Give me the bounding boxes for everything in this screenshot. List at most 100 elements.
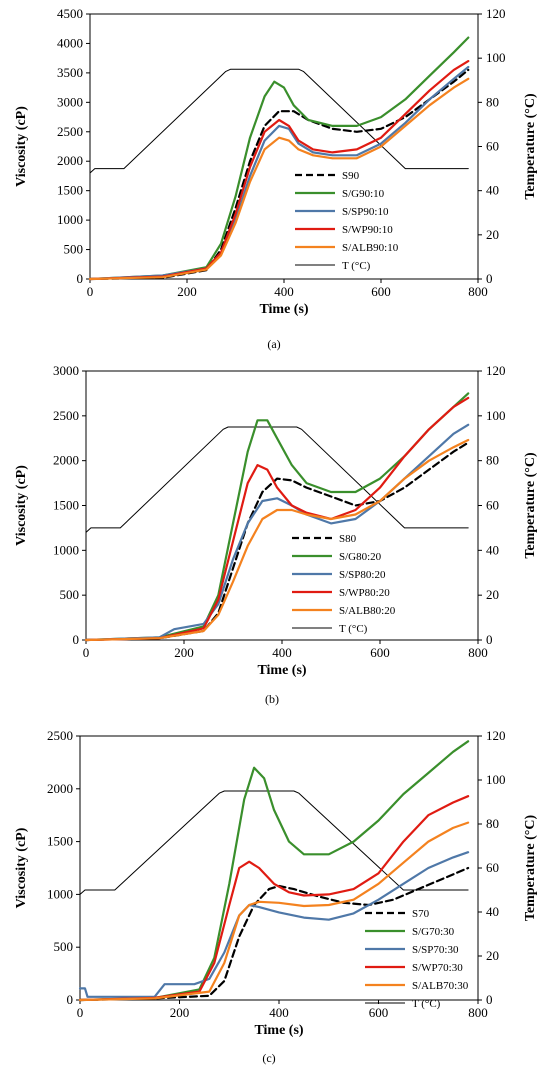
y-axis-label: Viscosity (cP) [14, 827, 29, 908]
legend-label: S/G80:20 [339, 551, 382, 563]
x-tick-label: 600 [369, 1005, 389, 1020]
chart-3: 0 200 400 600 800050010001500200025000204060… [14, 728, 538, 1065]
y2-tick-label: 100 [486, 50, 506, 65]
y2-tick-label: 80 [486, 94, 499, 109]
legend-label: S/SP90:10 [342, 206, 389, 218]
legend-label: S/WP90:10 [342, 224, 393, 236]
y-tick-label: 1000 [57, 212, 83, 227]
y2-tick-label: 0 [486, 271, 493, 286]
legend-label: S/WP80:20 [339, 587, 390, 599]
series-line-s-g80-20 [84, 392, 470, 642]
y-tick-label: 1500 [47, 834, 73, 849]
x-tick-label: 600 [370, 645, 390, 660]
series-line-s-sp80-20 [84, 423, 470, 642]
y-tick-label: 3000 [57, 94, 83, 109]
y2-tick-label: 20 [486, 948, 499, 963]
panel-label: (a) [267, 337, 280, 351]
y-tick-label: 2500 [57, 124, 83, 139]
series-line-t-c [89, 68, 469, 174]
legend-label: T (°C) [412, 998, 441, 1010]
legend-label: S90 [342, 170, 360, 182]
plot-frame [89, 13, 479, 280]
y2-tick-label: 120 [486, 728, 506, 743]
y-tick-label: 4000 [57, 35, 83, 50]
y-tick-label: 0 [73, 632, 80, 647]
y-tick-label: 3500 [57, 65, 83, 80]
x-axis-label: Time (s) [257, 663, 306, 678]
series-line-s70 [78, 866, 470, 1002]
series-line-s-g70-30 [78, 740, 470, 1002]
y2-axis-label: Temperature (°C) [523, 452, 538, 559]
series-line-s-wp80-20 [84, 396, 470, 642]
y2-tick-label: 40 [486, 904, 499, 919]
y-tick-label: 1500 [53, 498, 79, 513]
legend-label: S/G90:10 [342, 188, 385, 200]
chart-2: 0 200 400 600 800050010001500200025003000020… [14, 363, 538, 706]
y-tick-label: 1000 [53, 542, 79, 557]
y-tick-label: 2500 [53, 408, 79, 423]
legend-label: S/WP70:30 [412, 962, 463, 974]
y-axis-label: Viscosity (cP) [14, 106, 29, 187]
legend-label: S80 [339, 533, 357, 545]
y-tick-label: 2000 [53, 453, 79, 468]
series-line-s-alb70-30 [78, 821, 470, 1002]
y-tick-label: 1500 [57, 183, 83, 198]
x-tick-label: 0 [83, 645, 90, 660]
y2-tick-label: 0 [486, 632, 493, 647]
series-line-s-alb90-10 [88, 77, 470, 281]
x-tick-label: 200 [174, 645, 194, 660]
x-tick-label: 400 [272, 645, 292, 660]
y-tick-label: 2000 [47, 781, 73, 796]
series-line-s-wp90-10 [88, 59, 470, 281]
plot-frame [85, 370, 479, 641]
y2-tick-label: 0 [486, 992, 493, 1007]
chart-1: 0 200 400 600 800050010001500200025003000350… [14, 6, 538, 351]
y2-axis-label: Temperature (°C) [523, 93, 538, 200]
series-line-s-sp90-10 [88, 65, 470, 281]
x-tick-label: 800 [468, 1005, 488, 1020]
series-line-s-wp70-30 [78, 795, 470, 1002]
legend-label: T (°C) [342, 260, 371, 272]
series-line-t-c [79, 790, 469, 895]
y-tick-label: 0 [77, 271, 84, 286]
y2-tick-label: 20 [486, 227, 499, 242]
x-tick-label: 600 [371, 284, 391, 299]
y2-tick-label: 40 [486, 542, 499, 557]
panel-label: (b) [265, 692, 279, 706]
y2-tick-label: 100 [486, 772, 506, 787]
x-tick-label: 800 [468, 645, 488, 660]
series-line-s-alb80-20 [84, 438, 470, 642]
legend-label: S/ALB80:20 [339, 605, 396, 617]
y-tick-label: 1000 [47, 886, 73, 901]
y2-tick-label: 60 [486, 139, 499, 154]
y2-tick-label: 20 [486, 587, 499, 602]
y2-tick-label: 100 [486, 408, 506, 423]
legend-label: S/SP80:20 [339, 569, 386, 581]
x-tick-label: 800 [468, 284, 488, 299]
y2-tick-label: 60 [486, 498, 499, 513]
y2-tick-label: 120 [486, 6, 506, 21]
y-tick-label: 3000 [53, 363, 79, 378]
y2-tick-label: 80 [486, 453, 499, 468]
x-tick-label: 400 [269, 1005, 289, 1020]
y-tick-label: 500 [64, 242, 84, 257]
y-tick-label: 0 [67, 992, 74, 1007]
y-tick-label: 2500 [47, 728, 73, 743]
x-axis-label: Time (s) [254, 1023, 303, 1038]
y-axis-label: Viscosity (cP) [14, 465, 29, 546]
x-tick-label: 0 [87, 284, 94, 299]
panel-label: (c) [262, 1051, 275, 1065]
y-tick-label: 500 [60, 587, 80, 602]
y-tick-label: 4500 [57, 6, 83, 21]
x-tick-label: 200 [170, 1005, 190, 1020]
legend-label: S/ALB90:10 [342, 242, 399, 254]
x-tick-label: 400 [274, 284, 294, 299]
series-line-s-g90-10 [88, 36, 470, 281]
y2-tick-label: 40 [486, 183, 499, 198]
legend-label: T (°C) [339, 623, 368, 635]
y-tick-label: 500 [54, 939, 74, 954]
legend-label: S/G70:30 [412, 926, 455, 938]
x-axis-label: Time (s) [259, 302, 308, 317]
series-line-t-c [85, 426, 469, 533]
